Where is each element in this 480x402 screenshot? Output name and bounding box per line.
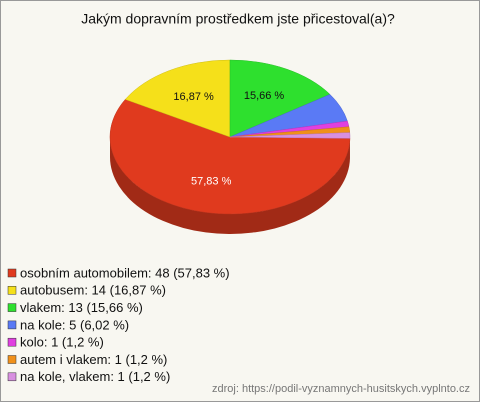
slice bbox=[124, 59, 231, 138]
legend-label: na kole, vlakem: 1 (1,2 %) bbox=[20, 369, 170, 384]
slice bbox=[229, 132, 351, 139]
legend-label: autobusem: 14 (16,87 %) bbox=[20, 283, 166, 298]
slice-side bbox=[110, 137, 350, 234]
legend-swatch bbox=[7, 320, 17, 330]
legend-label: osobním automobilem: 48 (57,83 %) bbox=[20, 265, 230, 280]
slice bbox=[109, 99, 351, 215]
legend-swatch bbox=[7, 286, 17, 295]
legend-label: autem i vlakem: 1 (1,2 %) bbox=[20, 352, 167, 367]
source: zdroj: https://podil-vyznamnych-husitsky… bbox=[212, 383, 470, 395]
chart-title: Jakým dopravním prostředkem jste přicest… bbox=[81, 11, 395, 27]
legend-label: na kole: 5 (6,02 %) bbox=[20, 317, 129, 332]
value-label: 15,66 % bbox=[244, 90, 285, 102]
legend-swatch bbox=[7, 372, 17, 382]
legend-swatch bbox=[7, 355, 17, 364]
legend-label: vlakem: 13 (15,66 %) bbox=[20, 300, 143, 315]
legend-label: kolo: 1 (1,2 %) bbox=[20, 335, 104, 350]
value-label: 16,87 % bbox=[173, 91, 214, 103]
value-label: 57,83 % bbox=[191, 176, 232, 188]
legend-swatch bbox=[7, 268, 17, 278]
legend-swatch bbox=[7, 303, 17, 312]
legend-swatch bbox=[7, 337, 17, 347]
slice bbox=[229, 59, 331, 138]
